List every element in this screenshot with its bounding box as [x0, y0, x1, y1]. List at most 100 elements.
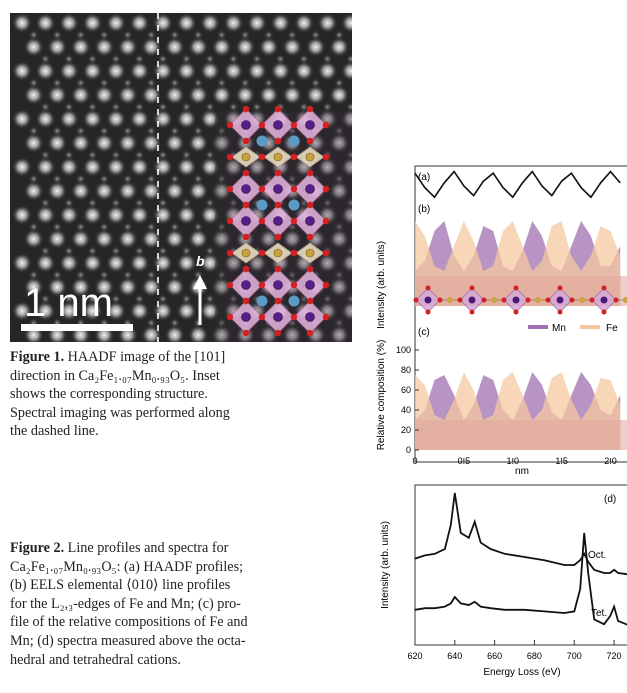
- atom-spot: [141, 37, 162, 57]
- mn-oct-atom: [305, 280, 315, 290]
- atom-spot: [106, 253, 126, 273]
- atom-spot: [329, 85, 350, 105]
- atom-spot: [211, 85, 232, 105]
- panel-d-label: (d): [604, 494, 616, 505]
- atom-spot: [235, 37, 256, 57]
- atom-spot: [59, 109, 79, 129]
- atom-spot: [200, 157, 220, 177]
- atom-spot: [282, 325, 303, 342]
- atom-spot: [12, 301, 32, 321]
- oxygen-atom: [306, 201, 314, 209]
- atom-spot: [129, 253, 150, 273]
- atom-spot: [82, 13, 103, 33]
- oxygen-atom: [274, 137, 282, 145]
- ca-atom: [256, 135, 268, 147]
- atom-spot: [305, 85, 326, 105]
- atom-spot: [211, 229, 232, 249]
- oxygen-atom: [274, 297, 282, 305]
- fe-tet-atom: [273, 152, 283, 162]
- oxygen-atom: [258, 121, 266, 129]
- figure1-caption-line-2: shows the corresponding structure.: [10, 386, 208, 403]
- atom-spot: [223, 13, 244, 33]
- profile-frame: [414, 165, 627, 463]
- oxygen-atom: [274, 329, 282, 337]
- atom-spot: [341, 157, 352, 177]
- figure1-caption-line-0: HAADF image of the [101]: [67, 349, 226, 365]
- atom-spot: [211, 133, 232, 153]
- atom-spot: [282, 85, 303, 105]
- oxygen-atom: [258, 185, 266, 193]
- oxygen-atom: [242, 105, 250, 113]
- strip-fe-atom: [491, 297, 497, 303]
- atom-spot: [153, 13, 173, 33]
- oxygen-atom: [226, 313, 234, 321]
- oxygen-atom: [274, 169, 282, 177]
- atom-spot: [129, 301, 150, 321]
- atom-spot: [94, 133, 115, 153]
- ca-atom: [288, 199, 300, 211]
- atom-spot: [106, 61, 126, 81]
- mn-oct-atom: [273, 216, 283, 226]
- oxygen-atom: [274, 265, 282, 273]
- atom-spot: [176, 61, 197, 81]
- figure1-caption-line-3: Spectral imaging was performed along: [10, 404, 230, 421]
- strip-oxygen-atom: [501, 297, 507, 303]
- oxygen-atom: [290, 185, 298, 193]
- oxygen-atom: [242, 201, 250, 209]
- atom-spot: [117, 133, 138, 153]
- strip-oxygen-atom: [469, 285, 475, 291]
- atom-spot: [94, 229, 115, 249]
- atom-spot: [164, 181, 185, 201]
- atom-spot: [164, 133, 185, 153]
- atom-spot: [47, 277, 68, 297]
- atom-spot: [153, 253, 173, 273]
- mn-oct-atom: [273, 120, 283, 130]
- strip-mn-atom: [424, 296, 432, 304]
- atom-spot: [129, 13, 150, 33]
- tet-label: Tet.: [591, 608, 607, 619]
- atom-spot: [70, 37, 91, 57]
- atom-spot: [94, 277, 115, 297]
- strip-fe-atom: [579, 297, 585, 303]
- atom-spot: [247, 61, 267, 81]
- atom-spot: [23, 229, 44, 249]
- atom-spot: [47, 37, 68, 57]
- b-axis-arrowhead: [193, 275, 207, 289]
- oxygen-atom: [274, 105, 282, 113]
- intensity-ylabel-top: Intensity (arb. units): [376, 241, 387, 329]
- atom-spot: [188, 85, 209, 105]
- oxygen-atom: [306, 297, 314, 305]
- c-ytick-label: 20: [401, 425, 411, 435]
- atom-spot: [176, 157, 197, 177]
- mn-oct-atom: [241, 312, 251, 322]
- oxygen-atom: [258, 153, 266, 161]
- atom-spot: [258, 37, 279, 57]
- atom-spot: [329, 37, 350, 57]
- atom-spot: [294, 13, 314, 33]
- atom-spot: [153, 157, 173, 177]
- oxygen-atom: [242, 169, 250, 177]
- atom-spot: [200, 301, 220, 321]
- atom-spot: [35, 13, 56, 33]
- oxygen-atom: [258, 281, 266, 289]
- atom-spot: [23, 37, 44, 57]
- atom-spot: [12, 13, 32, 33]
- atom-spot: [164, 37, 185, 57]
- atom-spot: [70, 229, 91, 249]
- atom-spot: [23, 181, 44, 201]
- oct-spectrum: [414, 492, 627, 576]
- d-xtick-label: 640: [447, 651, 462, 661]
- panel-d-ticks: 620 640 660 680 700 720: [407, 640, 622, 661]
- atom-spot: [164, 325, 185, 342]
- atom-spot: [341, 253, 352, 273]
- d-xtick-label: 700: [567, 651, 582, 661]
- mn-oct-atom: [305, 216, 315, 226]
- c-xtick-label: 1.5: [555, 456, 568, 466]
- d-xtick-label: 620: [407, 651, 422, 661]
- atom-spot: [341, 61, 352, 81]
- atom-spot: [317, 253, 338, 273]
- ca-atom: [256, 199, 268, 211]
- haadf-image: 1 nm b: [10, 13, 352, 342]
- c-xtick-label: 1.0: [506, 456, 519, 466]
- strip-oxygen-atom: [513, 309, 519, 315]
